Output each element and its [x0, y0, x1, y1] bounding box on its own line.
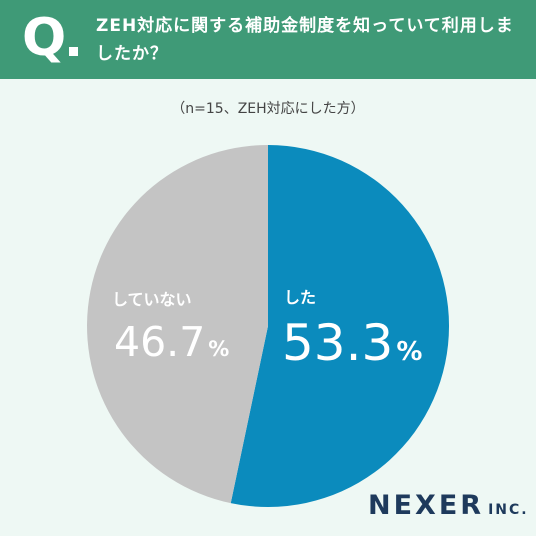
pie-slice-1: [87, 145, 268, 504]
slice-value-0: 53.3%: [282, 314, 422, 372]
slice-label-0: した: [284, 288, 316, 307]
question-mark: Q: [22, 8, 67, 68]
nexer-logo: NEXER INC.: [368, 490, 529, 521]
question-header: Q ZEH対応に関する補助金制度を知っていて利用しましたか？: [0, 0, 536, 79]
sample-note: （n=15、ZEH対応にした方）: [171, 101, 365, 117]
pie-slice-0: [230, 145, 450, 507]
slice-unit-1: %: [208, 337, 229, 361]
slice-unit-0: %: [396, 337, 422, 367]
slice-label-1: していない: [112, 290, 192, 309]
pie-slices: [87, 145, 450, 507]
question-mark-dot: [69, 47, 78, 56]
logo-suffix: INC.: [488, 502, 529, 518]
logo-main: NEXER: [368, 490, 485, 521]
question-text: ZEH対応に関する補助金制度を知っていて利用しましたか？: [96, 16, 514, 64]
